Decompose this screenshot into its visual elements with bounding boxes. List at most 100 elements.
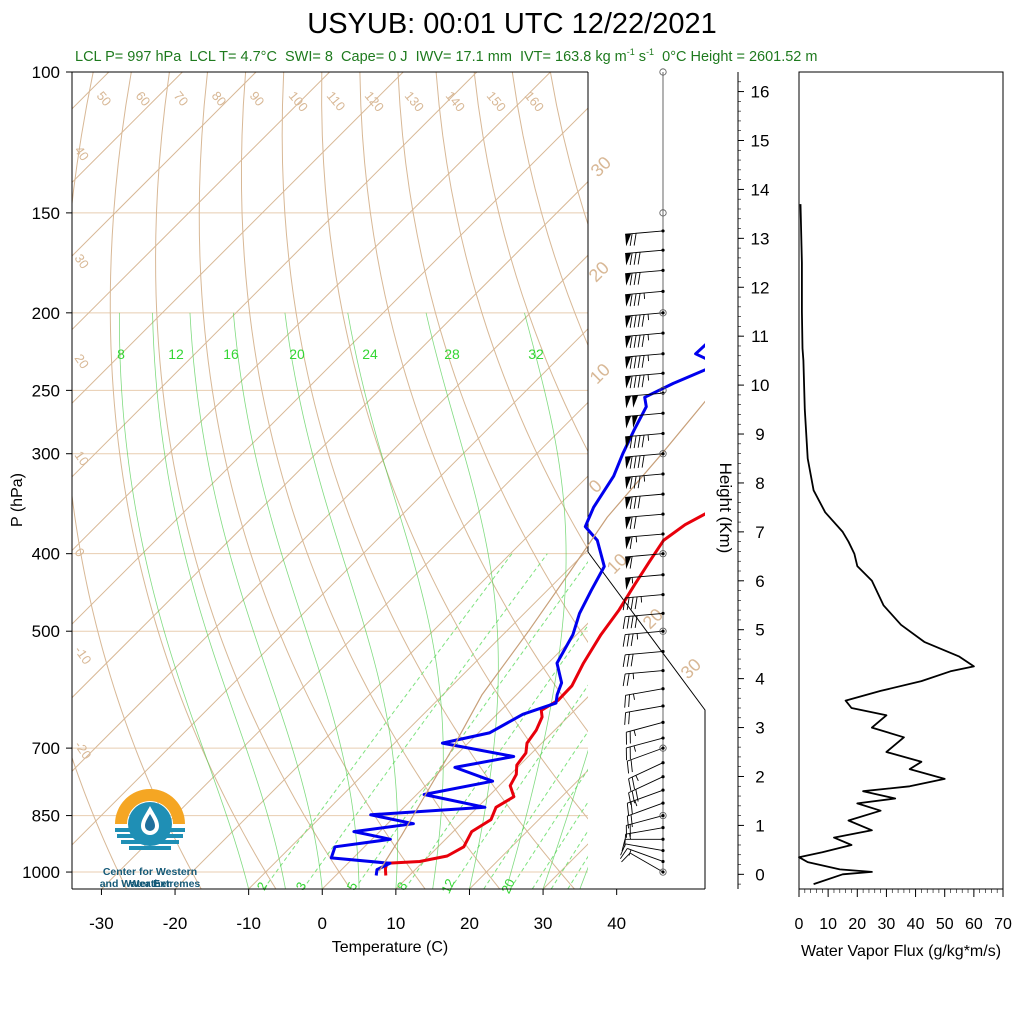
isotherm-label: 20 xyxy=(72,351,93,371)
chart-subtitle: LCL P= 997 hPa LCL T= 4.7°C SWI= 8 Cape=… xyxy=(75,47,817,65)
wind-barb xyxy=(626,746,665,774)
wind-barb-dot xyxy=(661,704,665,708)
wind-barb-feather xyxy=(626,803,630,816)
moist-adiabat-line xyxy=(284,312,399,889)
height-tick-label: 3 xyxy=(755,719,764,738)
wind-barb-feather xyxy=(637,496,641,509)
wind-barb-pennant xyxy=(625,376,632,389)
wind-barb-pennant xyxy=(625,577,632,591)
wind-barb xyxy=(625,552,665,569)
pressure-marker xyxy=(659,868,667,876)
wind-barb-pennant xyxy=(625,335,632,349)
moist-adiabat-line xyxy=(152,312,286,889)
dry-adiabat-label: 50 xyxy=(94,88,115,109)
wind-barb-feather xyxy=(622,634,626,647)
wind-barb-half-feather xyxy=(647,314,650,321)
wind-barb-dot xyxy=(661,761,665,765)
wind-barb-feather xyxy=(629,293,633,307)
wind-barb-feather xyxy=(629,375,633,389)
flux-x-tick-label: 30 xyxy=(878,916,896,933)
wind-barb-feather xyxy=(641,455,645,468)
pressure-marker xyxy=(659,68,667,76)
wind-barb-feather xyxy=(630,653,634,667)
wind-barb-staff xyxy=(625,513,664,518)
height-tick-label: 15 xyxy=(751,131,770,150)
wind-barb-feather xyxy=(626,673,630,686)
wind-barb xyxy=(625,573,665,591)
dry-adiabat-label: 80 xyxy=(209,88,230,109)
dry-adiabat-line xyxy=(281,72,575,889)
wind-barb-feather xyxy=(633,375,637,388)
dry-adiabat-line xyxy=(435,72,588,551)
height-tick-label: 0 xyxy=(755,865,764,884)
wind-barb-feather xyxy=(622,616,626,629)
wind-barb xyxy=(625,472,665,490)
wind-barb-staff xyxy=(625,553,664,558)
height-tick-label: 8 xyxy=(755,474,764,493)
wind-barb-staff xyxy=(625,249,664,254)
wind-barb xyxy=(625,371,665,389)
wind-barb-feather xyxy=(633,335,637,348)
wind-barb xyxy=(625,248,665,266)
y-tick-label: 500 xyxy=(32,622,60,641)
wind-barb-feather xyxy=(629,556,633,569)
ivt-exponent-2: -1 xyxy=(646,47,655,57)
hodograph-ring-label: 30 xyxy=(677,655,705,683)
y-tick-label: 1000 xyxy=(22,863,60,882)
wind-barb-feather xyxy=(630,597,634,610)
wind-barb-feather xyxy=(637,314,641,328)
moist-adiabat-line xyxy=(425,312,499,889)
wind-barb-feather xyxy=(633,356,637,369)
wind-barb xyxy=(624,687,665,708)
wind-barb-pennant xyxy=(625,252,632,266)
mixing-ratio-label: 5 xyxy=(344,880,361,893)
wind-barb xyxy=(626,788,665,816)
wind-barb-feather xyxy=(637,335,641,348)
wind-barb xyxy=(619,848,665,864)
wind-barb-staff xyxy=(625,705,664,713)
wind-barb-feather xyxy=(624,712,627,725)
isotherm-line xyxy=(72,72,330,331)
wind-barb-staff xyxy=(625,533,664,538)
mixing-ratio-line xyxy=(404,624,588,889)
wind-barb-dot xyxy=(661,371,665,375)
wind-barb xyxy=(625,229,665,247)
wind-barb-feather xyxy=(630,615,634,629)
x-tick-label: 30 xyxy=(534,914,553,933)
wind-barb-dot xyxy=(661,331,665,335)
flux-x-tick-label: 0 xyxy=(795,916,804,933)
pressure-marker xyxy=(659,209,667,217)
wind-barb-feather xyxy=(633,435,637,449)
wind-barb-feather xyxy=(630,633,634,647)
y-tick-label: 400 xyxy=(32,545,60,564)
wind-barb-staff xyxy=(626,737,664,749)
wind-barb-feather xyxy=(637,475,641,489)
wind-barb xyxy=(625,268,665,286)
y-tick-label: 250 xyxy=(32,381,60,400)
wind-barb-half-feather xyxy=(633,730,637,737)
wind-barb-staff xyxy=(628,776,664,794)
dry-adiabat-line xyxy=(627,72,1024,889)
wind-barb-pennant xyxy=(625,356,632,370)
wind-barb-feather xyxy=(621,852,631,863)
wind-barb xyxy=(626,801,665,829)
wind-barb xyxy=(625,736,665,761)
wind-barb-feather xyxy=(641,334,645,348)
wind-barb-feather xyxy=(633,516,637,529)
wind-barb-pennant xyxy=(625,395,632,409)
wind-barb-dot xyxy=(661,746,665,750)
wind-barb-dot xyxy=(661,593,665,597)
wind-barb xyxy=(624,704,665,725)
y-axis-label: P (hPa) xyxy=(9,473,26,527)
wind-barb-dot xyxy=(661,736,665,740)
wind-barb-pennant xyxy=(625,536,632,550)
dry-adiabat-line xyxy=(321,72,588,820)
wind-barb-feather xyxy=(633,233,637,246)
wind-barb-dot xyxy=(661,492,665,496)
flux-x-axis-label: Water Vapor Flux (g/kg*m/s) xyxy=(801,943,1001,960)
wind-barb-feather xyxy=(637,435,641,448)
wind-barb-half-feather xyxy=(633,693,635,700)
wind-barb-staff xyxy=(628,762,664,780)
x-tick-label: -10 xyxy=(236,914,261,933)
wind-barb-staff xyxy=(625,230,664,235)
